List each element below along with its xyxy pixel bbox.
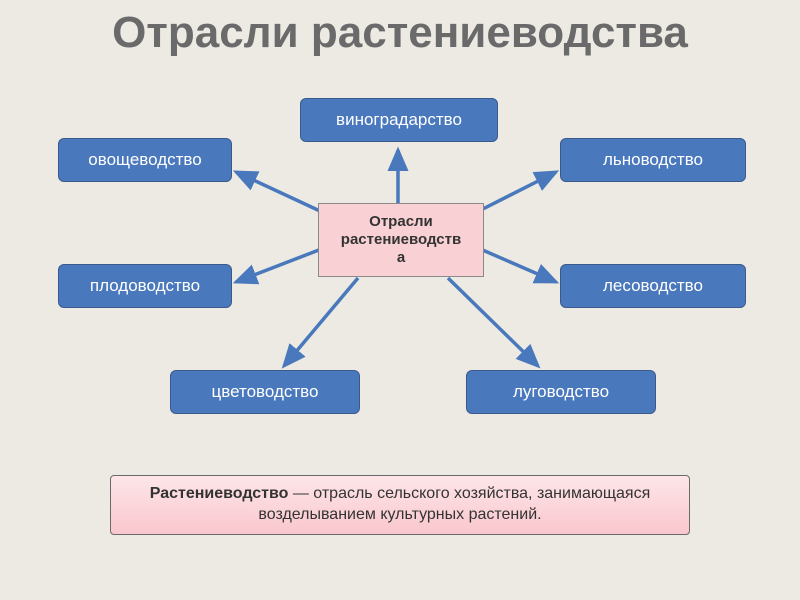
branch-cveto: цветоводство — [170, 370, 360, 414]
branch-lugo: луговодство — [466, 370, 656, 414]
center-label-3: а — [341, 249, 461, 267]
branch-lno: льноводство — [560, 138, 746, 182]
center-node: Отрасли растениеводств а — [318, 203, 484, 277]
definition-box: Растениеводство — отрасль сельского хозя… — [110, 475, 690, 535]
branch-leso: лесоводство — [560, 264, 746, 308]
definition-bold: Растениеводство — [150, 485, 289, 502]
definition-rest: — отрасль сельского хозяйства, занимающа… — [258, 485, 650, 523]
center-label-2: растениеводств — [341, 231, 461, 249]
page-title: Отрасли растениеводства — [0, 8, 800, 58]
branch-plodo: плодоводство — [58, 264, 232, 308]
branch-ovosh: овощеводство — [58, 138, 232, 182]
center-label-1: Отрасли — [341, 213, 461, 231]
branch-vino: виноградарство — [300, 98, 498, 142]
